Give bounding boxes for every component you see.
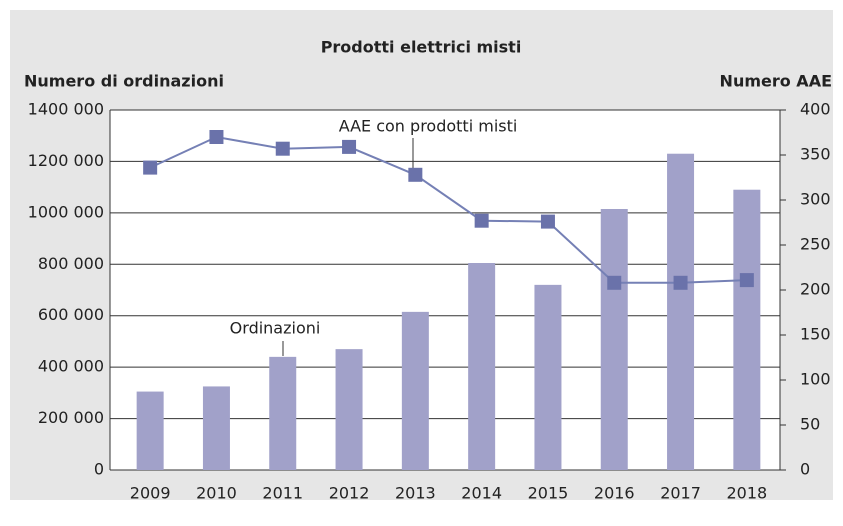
marker	[739, 273, 754, 288]
x-tick-label: 2009	[130, 484, 171, 503]
x-tick-label: 2014	[461, 484, 502, 503]
marker	[342, 139, 357, 154]
x-tick-label: 2012	[329, 484, 370, 503]
y2-tick-label: 150	[800, 325, 831, 344]
y-tick-label: 1400 000	[28, 100, 104, 119]
y2-tick-label: 50	[800, 415, 820, 434]
marker	[607, 275, 622, 290]
x-tick-label: 2018	[726, 484, 767, 503]
annotation: AAE con prodotti misti	[339, 117, 518, 136]
y2-tick-label: 300	[800, 190, 831, 209]
bar	[202, 386, 230, 470]
bar	[534, 284, 562, 470]
bar	[468, 263, 496, 470]
y2-tick-label: 250	[800, 235, 831, 254]
annotation: Ordinazioni	[230, 319, 321, 338]
x-tick-label: 2017	[660, 484, 701, 503]
marker	[474, 213, 489, 228]
y-tick-label: 600 000	[38, 305, 104, 324]
x-tick-label: 2016	[594, 484, 635, 503]
marker	[209, 130, 224, 144]
marker	[275, 141, 290, 156]
x-tick-label: 2015	[528, 484, 569, 503]
y2-tick-label: 0	[800, 460, 810, 479]
x-tick-label: 2013	[395, 484, 436, 503]
bar	[600, 209, 628, 470]
marker	[408, 167, 423, 182]
y2-tick-label: 200	[800, 280, 831, 299]
y-tick-label: 200 000	[38, 408, 104, 427]
y2-tick-label: 350	[800, 145, 831, 164]
marker	[673, 275, 688, 290]
y-tick-label: 1200 000	[28, 151, 104, 170]
bar	[733, 189, 761, 470]
x-tick-label: 2010	[196, 484, 237, 503]
bar	[401, 311, 429, 470]
y2-tick-label: 100	[800, 370, 831, 389]
bar	[136, 391, 164, 470]
y2-axis-label: Numero AAE	[720, 72, 832, 91]
chart-title: Prodotti elettrici misti	[321, 38, 522, 57]
y2-tick-label: 400	[800, 100, 831, 119]
y-axis-label: Numero di ordinazioni	[24, 72, 224, 91]
line	[149, 135, 747, 284]
bar	[667, 153, 695, 470]
marker	[143, 160, 158, 175]
marker	[540, 214, 555, 229]
bar	[269, 356, 297, 470]
y-tick-label: 800 000	[38, 254, 104, 273]
y-tick-label: 0	[94, 460, 104, 479]
y-tick-label: 1000 000	[28, 202, 104, 221]
y-tick-label: 400 000	[38, 357, 104, 376]
bar	[335, 349, 363, 470]
x-tick-label: 2011	[262, 484, 303, 503]
